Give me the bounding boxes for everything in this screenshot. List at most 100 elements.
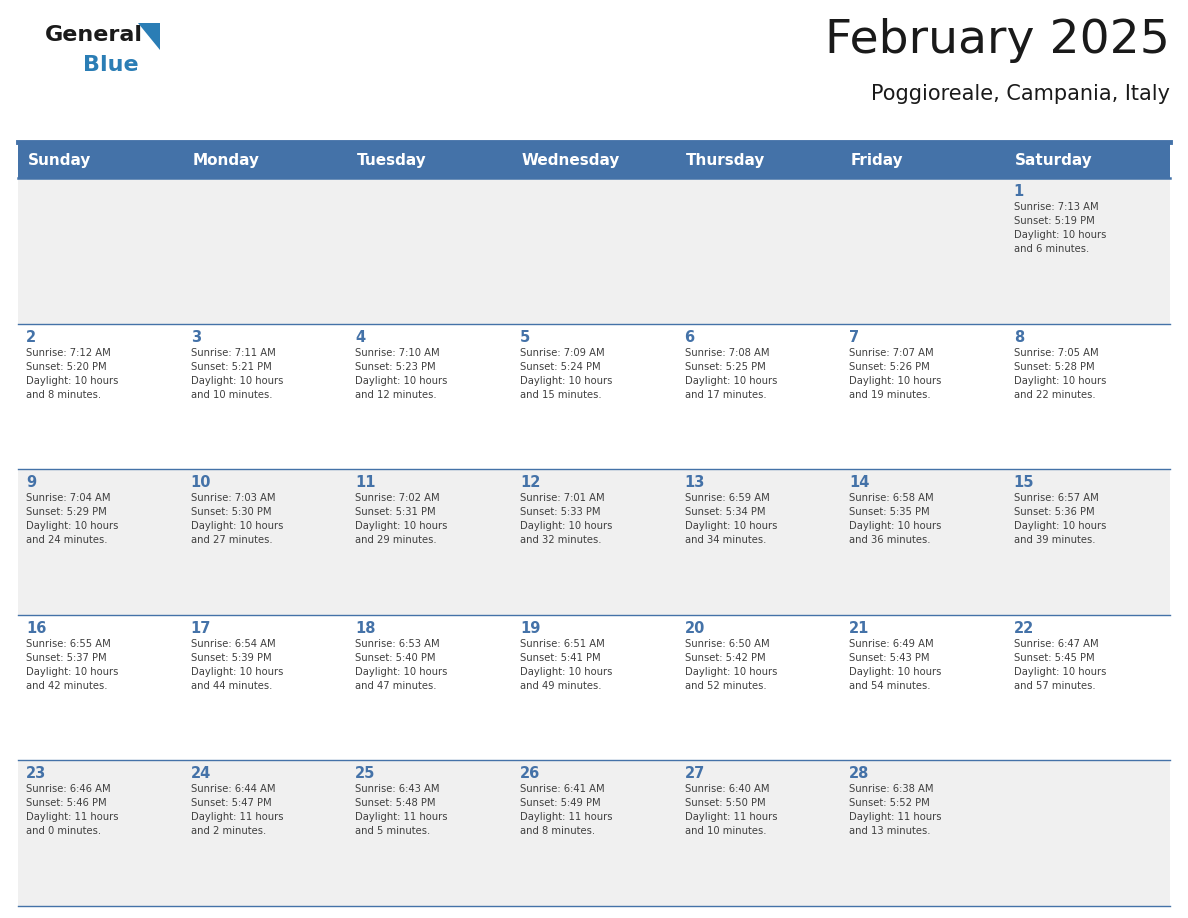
Bar xyxy=(841,469,1005,615)
Text: 25: 25 xyxy=(355,767,375,781)
Bar xyxy=(841,178,1005,324)
Text: Sunrise: 6:38 AM
Sunset: 5:52 PM
Daylight: 11 hours
and 13 minutes.: Sunrise: 6:38 AM Sunset: 5:52 PM Dayligh… xyxy=(849,784,942,836)
Text: Sunrise: 7:01 AM
Sunset: 5:33 PM
Daylight: 10 hours
and 32 minutes.: Sunrise: 7:01 AM Sunset: 5:33 PM Dayligh… xyxy=(520,493,612,545)
Text: Sunrise: 6:41 AM
Sunset: 5:49 PM
Daylight: 11 hours
and 8 minutes.: Sunrise: 6:41 AM Sunset: 5:49 PM Dayligh… xyxy=(520,784,613,836)
Bar xyxy=(841,142,1005,178)
Bar xyxy=(18,324,183,469)
Bar xyxy=(676,324,841,469)
Text: Monday: Monday xyxy=(192,152,259,167)
Text: Sunrise: 6:51 AM
Sunset: 5:41 PM
Daylight: 10 hours
and 49 minutes.: Sunrise: 6:51 AM Sunset: 5:41 PM Dayligh… xyxy=(520,639,612,691)
Bar xyxy=(347,469,512,615)
Text: Sunrise: 6:46 AM
Sunset: 5:46 PM
Daylight: 11 hours
and 0 minutes.: Sunrise: 6:46 AM Sunset: 5:46 PM Dayligh… xyxy=(26,784,119,836)
Text: Poggioreale, Campania, Italy: Poggioreale, Campania, Italy xyxy=(871,84,1170,104)
Bar xyxy=(183,760,347,906)
Bar xyxy=(676,469,841,615)
Text: 8: 8 xyxy=(1013,330,1024,344)
Text: 26: 26 xyxy=(520,767,541,781)
Text: Sunrise: 7:11 AM
Sunset: 5:21 PM
Daylight: 10 hours
and 10 minutes.: Sunrise: 7:11 AM Sunset: 5:21 PM Dayligh… xyxy=(191,348,283,399)
Bar xyxy=(18,469,183,615)
Bar xyxy=(512,760,676,906)
Text: Saturday: Saturday xyxy=(1016,152,1093,167)
Bar xyxy=(841,615,1005,760)
Text: Sunrise: 6:59 AM
Sunset: 5:34 PM
Daylight: 10 hours
and 34 minutes.: Sunrise: 6:59 AM Sunset: 5:34 PM Dayligh… xyxy=(684,493,777,545)
Bar xyxy=(1005,142,1170,178)
Text: Sunrise: 6:43 AM
Sunset: 5:48 PM
Daylight: 11 hours
and 5 minutes.: Sunrise: 6:43 AM Sunset: 5:48 PM Dayligh… xyxy=(355,784,448,836)
Bar xyxy=(512,142,676,178)
Bar xyxy=(18,760,183,906)
Bar xyxy=(676,142,841,178)
Bar xyxy=(676,178,841,324)
Text: Sunrise: 7:02 AM
Sunset: 5:31 PM
Daylight: 10 hours
and 29 minutes.: Sunrise: 7:02 AM Sunset: 5:31 PM Dayligh… xyxy=(355,493,448,545)
Bar xyxy=(183,324,347,469)
Text: 27: 27 xyxy=(684,767,704,781)
Bar xyxy=(512,469,676,615)
Bar xyxy=(1005,178,1170,324)
Bar xyxy=(183,469,347,615)
Bar xyxy=(347,760,512,906)
Text: 1: 1 xyxy=(1013,184,1024,199)
Text: Sunrise: 7:10 AM
Sunset: 5:23 PM
Daylight: 10 hours
and 12 minutes.: Sunrise: 7:10 AM Sunset: 5:23 PM Dayligh… xyxy=(355,348,448,399)
Text: Sunrise: 6:57 AM
Sunset: 5:36 PM
Daylight: 10 hours
and 39 minutes.: Sunrise: 6:57 AM Sunset: 5:36 PM Dayligh… xyxy=(1013,493,1106,545)
Bar xyxy=(183,178,347,324)
Text: 9: 9 xyxy=(26,476,37,490)
Text: Wednesday: Wednesday xyxy=(522,152,620,167)
Text: 18: 18 xyxy=(355,621,375,636)
Bar xyxy=(676,760,841,906)
Bar xyxy=(18,615,183,760)
Text: Sunrise: 6:40 AM
Sunset: 5:50 PM
Daylight: 11 hours
and 10 minutes.: Sunrise: 6:40 AM Sunset: 5:50 PM Dayligh… xyxy=(684,784,777,836)
Text: 15: 15 xyxy=(1013,476,1035,490)
Text: Sunrise: 7:03 AM
Sunset: 5:30 PM
Daylight: 10 hours
and 27 minutes.: Sunrise: 7:03 AM Sunset: 5:30 PM Dayligh… xyxy=(191,493,283,545)
Text: Sunrise: 7:08 AM
Sunset: 5:25 PM
Daylight: 10 hours
and 17 minutes.: Sunrise: 7:08 AM Sunset: 5:25 PM Dayligh… xyxy=(684,348,777,399)
Bar xyxy=(1005,324,1170,469)
Text: Sunrise: 7:05 AM
Sunset: 5:28 PM
Daylight: 10 hours
and 22 minutes.: Sunrise: 7:05 AM Sunset: 5:28 PM Dayligh… xyxy=(1013,348,1106,399)
Text: Sunrise: 6:50 AM
Sunset: 5:42 PM
Daylight: 10 hours
and 52 minutes.: Sunrise: 6:50 AM Sunset: 5:42 PM Dayligh… xyxy=(684,639,777,691)
Text: Sunrise: 6:55 AM
Sunset: 5:37 PM
Daylight: 10 hours
and 42 minutes.: Sunrise: 6:55 AM Sunset: 5:37 PM Dayligh… xyxy=(26,639,119,691)
Text: Friday: Friday xyxy=(851,152,903,167)
Bar xyxy=(347,142,512,178)
Text: Sunrise: 6:47 AM
Sunset: 5:45 PM
Daylight: 10 hours
and 57 minutes.: Sunrise: 6:47 AM Sunset: 5:45 PM Dayligh… xyxy=(1013,639,1106,691)
Bar xyxy=(183,615,347,760)
Text: Sunrise: 6:53 AM
Sunset: 5:40 PM
Daylight: 10 hours
and 47 minutes.: Sunrise: 6:53 AM Sunset: 5:40 PM Dayligh… xyxy=(355,639,448,691)
Bar xyxy=(841,760,1005,906)
Bar xyxy=(18,142,183,178)
Text: Sunrise: 6:49 AM
Sunset: 5:43 PM
Daylight: 10 hours
and 54 minutes.: Sunrise: 6:49 AM Sunset: 5:43 PM Dayligh… xyxy=(849,639,941,691)
Text: Thursday: Thursday xyxy=(687,152,765,167)
Text: 22: 22 xyxy=(1013,621,1034,636)
Text: General: General xyxy=(45,25,143,45)
Bar xyxy=(1005,469,1170,615)
Bar xyxy=(183,142,347,178)
Text: 28: 28 xyxy=(849,767,870,781)
Bar xyxy=(347,324,512,469)
Text: 20: 20 xyxy=(684,621,704,636)
Text: Sunrise: 6:58 AM
Sunset: 5:35 PM
Daylight: 10 hours
and 36 minutes.: Sunrise: 6:58 AM Sunset: 5:35 PM Dayligh… xyxy=(849,493,941,545)
Text: Sunrise: 6:54 AM
Sunset: 5:39 PM
Daylight: 10 hours
and 44 minutes.: Sunrise: 6:54 AM Sunset: 5:39 PM Dayligh… xyxy=(191,639,283,691)
Bar xyxy=(676,615,841,760)
Bar xyxy=(347,178,512,324)
Text: 5: 5 xyxy=(520,330,530,344)
Text: Blue: Blue xyxy=(83,55,139,75)
Text: 2: 2 xyxy=(26,330,37,344)
Bar xyxy=(1005,615,1170,760)
Text: 13: 13 xyxy=(684,476,704,490)
Bar xyxy=(512,615,676,760)
Text: 23: 23 xyxy=(26,767,46,781)
Text: 12: 12 xyxy=(520,476,541,490)
Polygon shape xyxy=(138,23,160,50)
Text: 16: 16 xyxy=(26,621,46,636)
Text: Sunrise: 7:07 AM
Sunset: 5:26 PM
Daylight: 10 hours
and 19 minutes.: Sunrise: 7:07 AM Sunset: 5:26 PM Dayligh… xyxy=(849,348,941,399)
Bar xyxy=(512,324,676,469)
Text: 24: 24 xyxy=(191,767,211,781)
Text: Sunrise: 7:13 AM
Sunset: 5:19 PM
Daylight: 10 hours
and 6 minutes.: Sunrise: 7:13 AM Sunset: 5:19 PM Dayligh… xyxy=(1013,202,1106,254)
Text: Tuesday: Tuesday xyxy=(358,152,426,167)
Text: Sunrise: 6:44 AM
Sunset: 5:47 PM
Daylight: 11 hours
and 2 minutes.: Sunrise: 6:44 AM Sunset: 5:47 PM Dayligh… xyxy=(191,784,283,836)
Text: Sunday: Sunday xyxy=(27,152,91,167)
Text: 7: 7 xyxy=(849,330,859,344)
Text: Sunrise: 7:04 AM
Sunset: 5:29 PM
Daylight: 10 hours
and 24 minutes.: Sunrise: 7:04 AM Sunset: 5:29 PM Dayligh… xyxy=(26,493,119,545)
Bar xyxy=(347,615,512,760)
Bar xyxy=(841,324,1005,469)
Text: 11: 11 xyxy=(355,476,375,490)
Bar xyxy=(1005,760,1170,906)
Text: 14: 14 xyxy=(849,476,870,490)
Text: Sunrise: 7:09 AM
Sunset: 5:24 PM
Daylight: 10 hours
and 15 minutes.: Sunrise: 7:09 AM Sunset: 5:24 PM Dayligh… xyxy=(520,348,612,399)
Text: 4: 4 xyxy=(355,330,366,344)
